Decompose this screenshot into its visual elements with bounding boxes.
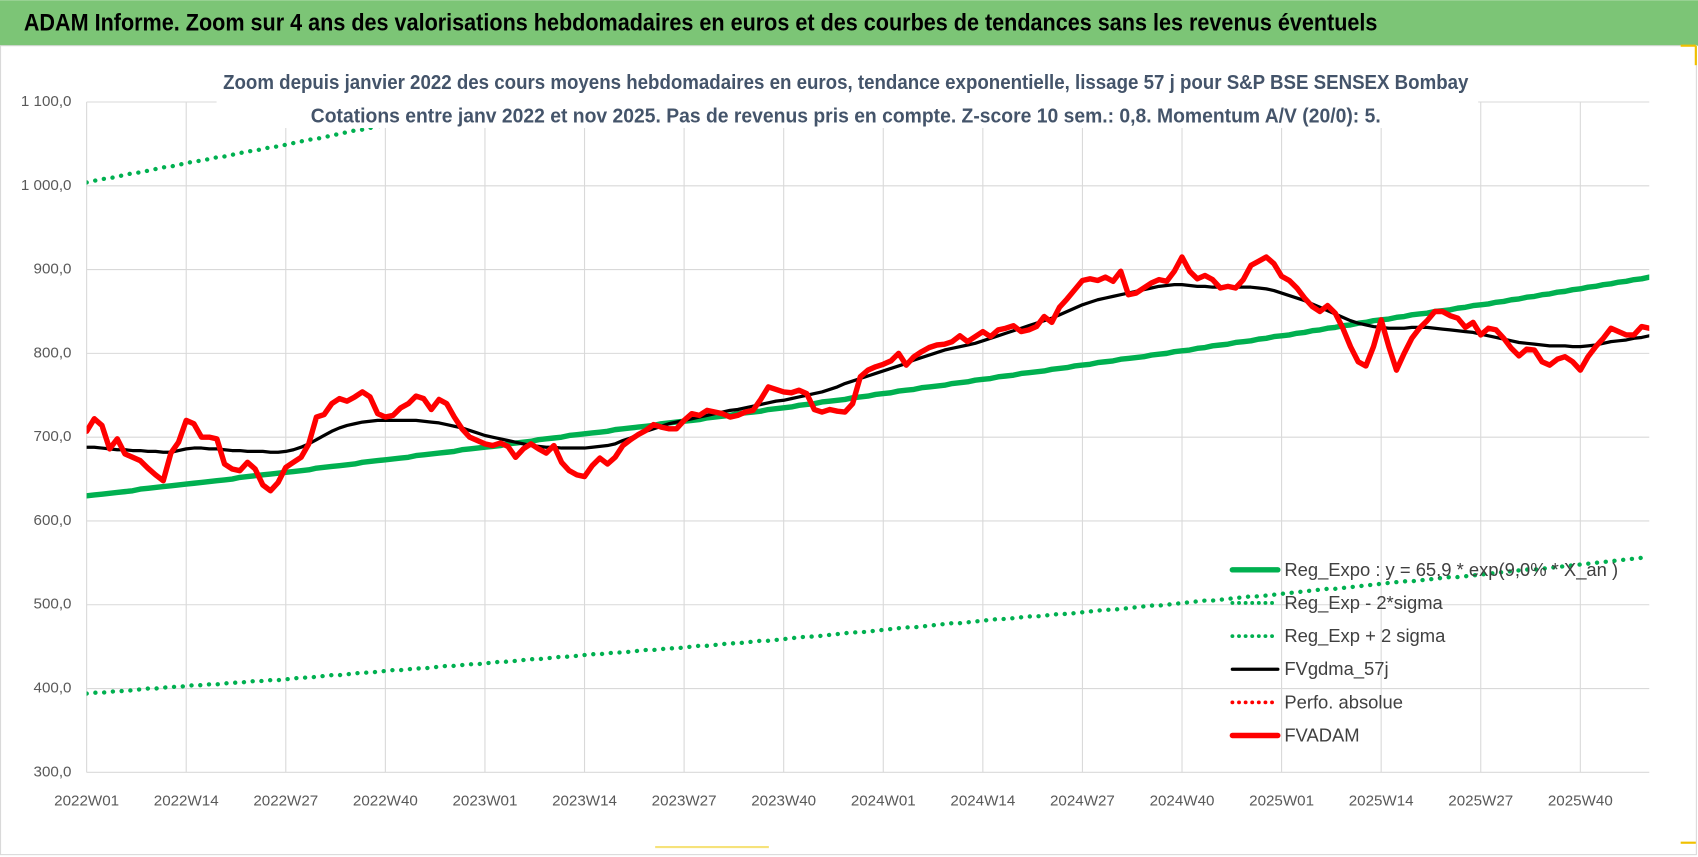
header-band xyxy=(0,0,1698,46)
chart-title: Zoom depuis janvier 2022 des cours moyen… xyxy=(223,71,1469,94)
y-tick-label: 300,0 xyxy=(34,763,72,780)
legend-label: Reg_Exp + 2 sigma xyxy=(1284,625,1446,647)
y-tick-label: 400,0 xyxy=(34,680,72,697)
y-tick-label: 1 000,0 xyxy=(21,177,72,194)
y-tick-label: 900,0 xyxy=(34,261,72,278)
x-tick-label: 2022W40 xyxy=(353,793,418,810)
series-line xyxy=(86,283,1650,454)
chart-subtitle: Cotations entre janv 2022 et nov 2025. P… xyxy=(311,105,1381,128)
x-tick-label: 2023W40 xyxy=(751,793,816,810)
legend: Reg_Expo : y = 65,9 * exp(9,0% * X_an ) R… xyxy=(1229,559,1618,745)
legend-label: FVgdma_57j xyxy=(1284,658,1388,680)
x-tick-label: 2024W27 xyxy=(1050,793,1115,810)
x-tick-label: 2023W27 xyxy=(652,793,717,810)
x-tick-label: 2023W01 xyxy=(453,793,518,810)
axes: 300,0 400,0 500,0 600,0 700,0 800,0 900,0 1 000… xyxy=(21,93,1613,810)
legend-label: Reg_Exp - 2*sigma xyxy=(1284,592,1443,614)
x-tick-label: 2025W27 xyxy=(1448,793,1513,810)
x-tick-label: 2024W14 xyxy=(950,793,1015,810)
y-tick-label: 700,0 xyxy=(34,428,72,445)
legend-label: Perfo. absolue xyxy=(1284,691,1403,712)
title-box xyxy=(216,65,1479,128)
grid xyxy=(86,101,1650,773)
plot-series xyxy=(86,102,1650,696)
x-tick-label: 2022W14 xyxy=(154,793,219,810)
y-tick-label: 600,0 xyxy=(34,512,72,529)
x-tick-label: 2025W01 xyxy=(1249,793,1314,810)
x-tick-label: 2024W01 xyxy=(851,793,916,810)
legend-label: Reg_Expo : y = 65,9 * exp(9,0% * X_an ) xyxy=(1284,559,1618,581)
x-tick-label: 2025W40 xyxy=(1548,793,1613,810)
series-line xyxy=(86,254,1650,494)
x-tick-label: 2023W14 xyxy=(552,793,617,810)
x-tick-label: 2022W27 xyxy=(253,793,318,810)
x-tick-label: 2022W01 xyxy=(54,793,119,810)
y-tick-label: 1 100,0 xyxy=(21,93,72,110)
x-tick-label: 2025W14 xyxy=(1349,793,1414,810)
y-tick-label: 500,0 xyxy=(34,596,72,613)
series-line xyxy=(86,274,1650,499)
legend-label: FVADAM xyxy=(1284,724,1359,745)
series-line xyxy=(86,554,1650,696)
y-tick-label: 800,0 xyxy=(34,344,72,361)
x-tick-label: 2024W40 xyxy=(1150,793,1215,810)
header-title: ADAM Informe. Zoom sur 4 ans des valoris… xyxy=(24,9,1378,36)
